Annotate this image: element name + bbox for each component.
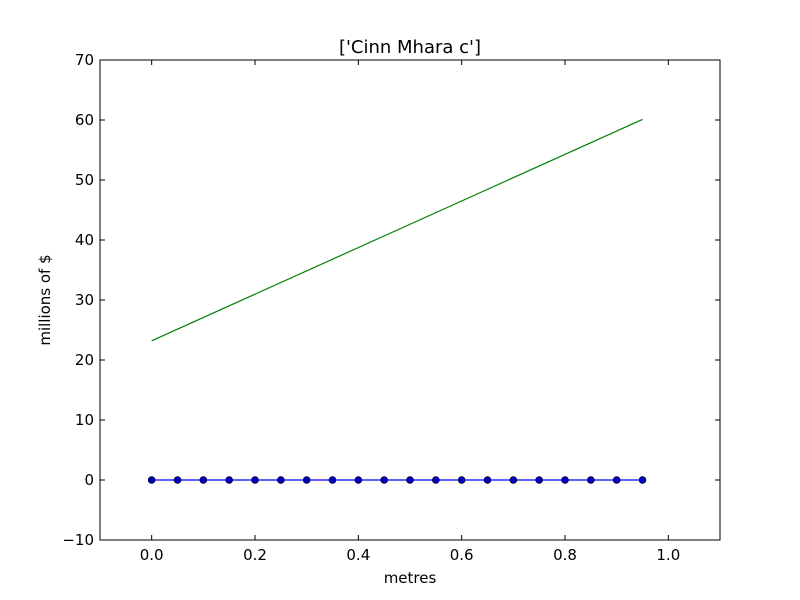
series-1-point (457, 476, 466, 484)
series-1-point (302, 476, 311, 484)
plot-frame (99, 59, 721, 541)
series-1-point (612, 476, 621, 484)
x-tick-label: 1.0 (656, 546, 680, 564)
series-1-point (587, 476, 595, 484)
series-1-point (561, 476, 569, 484)
x-tick-label: 0.8 (553, 546, 577, 564)
series-1-point (173, 476, 182, 484)
y-tick-label: 30 (75, 291, 94, 309)
series-1-point (225, 476, 233, 484)
series-1-point (251, 476, 259, 484)
ticks-layer: 0.0 0.2 0.4 0.6 0.8 1.0 −10 0 10 20 30 40 50 60 70 (62, 51, 720, 564)
series-1-point (535, 476, 543, 484)
series-1-point (199, 476, 208, 484)
series-1-point (638, 476, 647, 484)
series-layer (147, 118, 647, 484)
series-1-point (147, 476, 156, 484)
y-tick-label: 40 (75, 231, 94, 249)
series-1-point (328, 476, 337, 484)
x-tick-label: 0.4 (346, 546, 370, 564)
x-axis-title: metres (384, 569, 437, 587)
y-tick-label: 60 (75, 111, 94, 129)
y-tick-label: 10 (75, 411, 94, 429)
series-1-point (380, 476, 388, 484)
series-1-point (509, 476, 518, 484)
series-2-line (151, 118, 643, 342)
series-1-point (406, 476, 414, 484)
series-1-point (483, 476, 492, 484)
y-tick-label: 20 (75, 351, 94, 369)
y-tick-label: 70 (75, 51, 94, 69)
series-1-point (354, 476, 363, 484)
series-1-point (277, 476, 285, 484)
chart-title: ['Cinn Mhara c'] (339, 37, 481, 58)
series-1-point (432, 476, 440, 484)
x-tick-label: 0.6 (450, 546, 474, 564)
y-tick-label: 50 (75, 171, 94, 189)
y-axis-title: millions of $ (36, 254, 54, 345)
x-tick-label: 0.0 (140, 546, 164, 564)
x-tick-label: 0.2 (243, 546, 267, 564)
y-tick-label: −10 (62, 531, 94, 549)
y-tick-label: 0 (84, 471, 94, 489)
